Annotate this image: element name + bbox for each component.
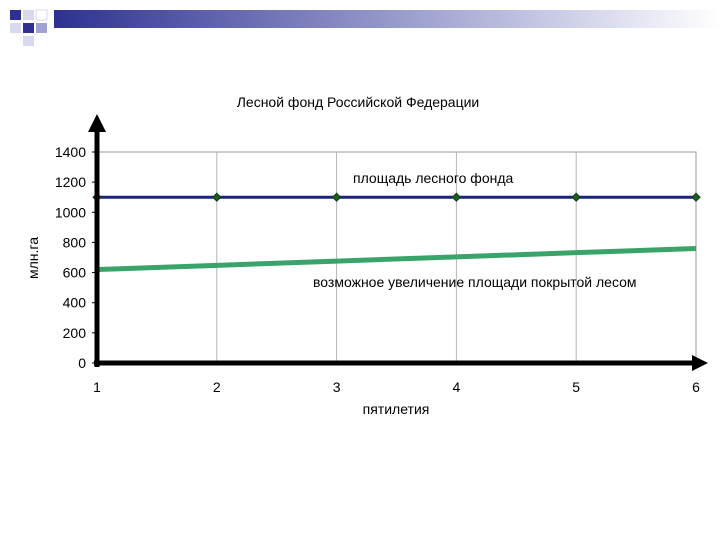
- header-square-1: [10, 10, 21, 20]
- series-point-0: [571, 192, 581, 202]
- series-line-1: [96, 245, 697, 273]
- header-square-4: [10, 23, 21, 33]
- y-tick-label: 600: [63, 265, 87, 281]
- axes: [88, 114, 708, 371]
- y-tick-label: 200: [63, 325, 87, 341]
- series-point-0: [691, 192, 701, 202]
- header-square-2: [23, 10, 34, 20]
- y-tick-label: 1200: [55, 174, 86, 190]
- series-point-0: [331, 192, 342, 202]
- x-tick-label: 2: [213, 379, 221, 395]
- y-tick-labels: 0 200 400 600 800 1000 1200 1400: [55, 144, 97, 371]
- header-square-7: [23, 36, 34, 46]
- x-axis-arrow: [692, 355, 708, 371]
- header-square-6: [36, 23, 47, 33]
- series-layer: [92, 192, 701, 273]
- x-tick-label: 5: [572, 379, 580, 395]
- header-gradient-bar: [54, 10, 720, 28]
- y-tick-label: 0: [78, 355, 86, 371]
- series-point-0: [212, 192, 222, 202]
- x-axis-label: пятилетия: [363, 401, 430, 417]
- y-tick-label: 400: [63, 295, 87, 311]
- y-axis-arrow: [88, 114, 106, 132]
- x-tick-label: 4: [453, 379, 461, 395]
- y-tick-label: 1000: [55, 204, 86, 220]
- series-label-possible-increase: возможное увеличение площади покрытой ле…: [313, 274, 637, 290]
- header-square-3: [35, 9, 48, 21]
- series-point-0: [451, 192, 462, 202]
- y-tick-label: 800: [63, 234, 87, 250]
- chart-title: Лесной фонд Российской Федерации: [237, 94, 480, 110]
- x-tick-label: 3: [333, 379, 341, 395]
- header-square-5: [23, 23, 34, 33]
- y-tick-label: 1400: [55, 144, 86, 160]
- x-tick-label: 1: [93, 379, 101, 395]
- series-label-forest-fund: площадь лесного фонда: [353, 170, 514, 186]
- x-tick-label: 6: [692, 379, 700, 395]
- header-decoration: [10, 9, 720, 46]
- y-axis-label: млн.га: [25, 237, 41, 279]
- x-tick-labels: 1 2 3 4 5 6: [93, 379, 700, 395]
